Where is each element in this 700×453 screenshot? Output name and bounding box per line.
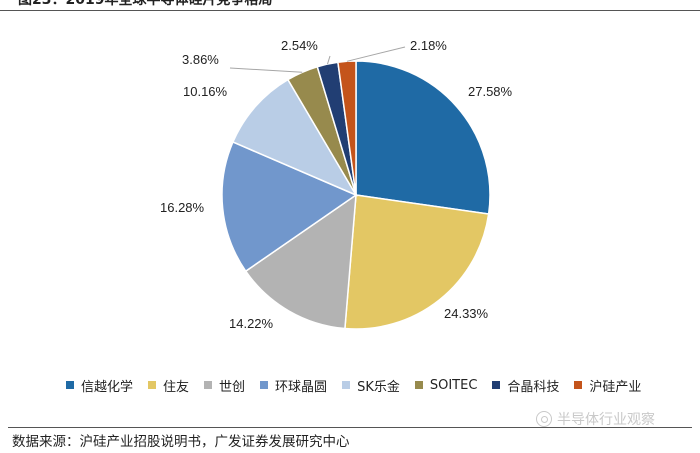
data-label: 27.58% <box>468 84 513 99</box>
data-label: 2.18% <box>410 38 447 53</box>
legend-swatch <box>260 381 269 389</box>
legend-item: SK乐金 <box>342 376 400 395</box>
pie-slice <box>244 193 357 330</box>
legend-swatch <box>204 381 213 389</box>
pie-slice <box>355 60 491 215</box>
legend-label: SK乐金 <box>357 379 400 395</box>
legend-swatch <box>574 381 583 389</box>
legend-item: SOITEC <box>414 377 478 393</box>
legend-swatch <box>148 381 157 389</box>
legend-swatch <box>492 381 501 389</box>
legend-label: 合晶科技 <box>507 379 560 395</box>
figure-header: 图23：2019年全球半导体硅片竞争格局 <box>0 0 700 11</box>
data-label: 3.86% <box>182 52 219 67</box>
leader-line <box>229 67 303 73</box>
legend-label: 沪硅产业 <box>589 379 642 395</box>
pie-slice <box>344 194 490 330</box>
chart-legend: 信越化学 住友 世创 环球晶圆 SK乐金 SOITEC 合晶科技 沪硅产业 <box>66 376 666 395</box>
pie-chart: 27.58% 24.33% 14.22% 16.28% 10.16% 3.86% 2.54%… <box>160 38 513 331</box>
legend-swatch <box>342 381 351 389</box>
leader-line <box>346 46 406 62</box>
data-label: 16.28% <box>160 200 205 215</box>
legend-item: 世创 <box>204 376 245 395</box>
legend-label: 世创 <box>219 379 246 395</box>
source-note: 数据来源：沪硅产业招股说明书，广发证券发展研究中心 <box>12 434 350 450</box>
legend-swatch <box>414 381 423 389</box>
bottom-divider <box>8 427 692 428</box>
legend-label: 环球晶圆 <box>275 379 328 395</box>
legend-item: 沪硅产业 <box>574 376 641 395</box>
watermark-text: 半导体行业观察 <box>557 412 655 428</box>
legend-label: 信越化学 <box>81 379 134 395</box>
watermark: 半导体行业观察 <box>536 408 655 430</box>
data-label: 14.22% <box>229 316 274 331</box>
legend-item: 信越化学 <box>66 376 133 395</box>
wechat-icon <box>536 411 552 427</box>
figure-title: 图23：2019年全球半导体硅片竞争格局 <box>18 0 273 8</box>
data-label: 24.33% <box>444 306 489 321</box>
data-label: 2.54% <box>281 38 318 53</box>
leader-line <box>327 55 331 65</box>
data-label: 10.16% <box>183 84 228 99</box>
pie-slice <box>221 141 358 273</box>
legend-label: 住友 <box>163 379 190 395</box>
pie-slice <box>231 78 358 197</box>
legend-label: SOITEC <box>429 377 478 393</box>
legend-item: 住友 <box>148 376 189 395</box>
legend-item: 合晶科技 <box>492 376 559 395</box>
legend-swatch <box>66 381 74 389</box>
legend-item: 环球晶圆 <box>260 376 327 395</box>
